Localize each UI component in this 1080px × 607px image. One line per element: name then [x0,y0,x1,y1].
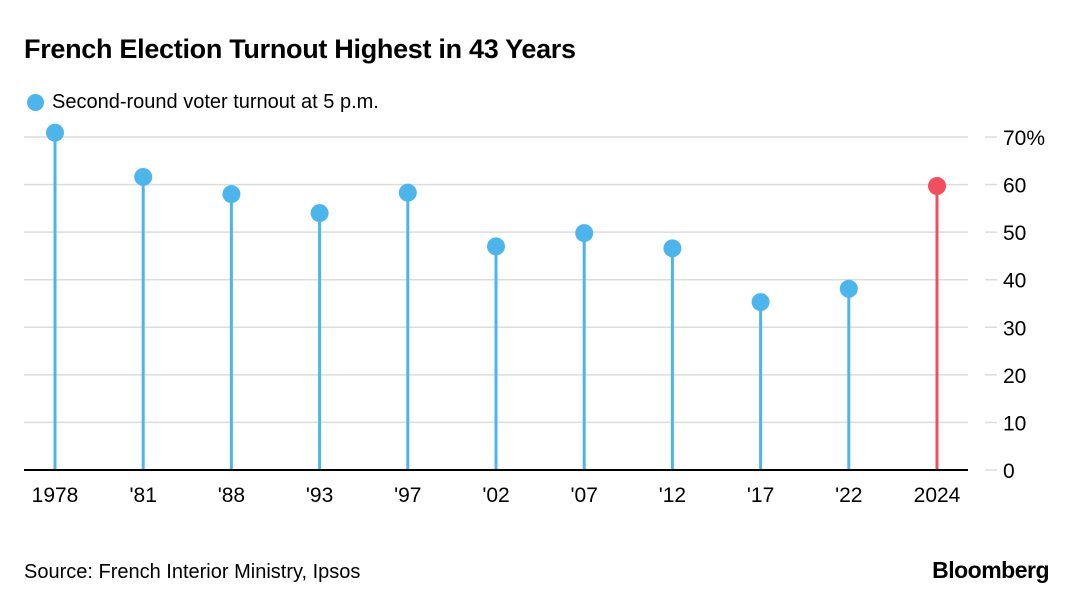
x-tick-label: '02 [482,484,509,507]
brand-logo: Bloomberg [932,557,1049,583]
x-tick-label: '12 [659,484,686,507]
data-point [928,176,946,195]
y-tick-label: 60 [1003,175,1026,198]
data-point [398,183,417,202]
y-axis-ticks: 0 10 20 30 40 50 60 70% [985,127,1045,483]
x-tick-label: '22 [835,484,862,507]
y-tick-label: 70% [1003,127,1045,150]
data-point [46,123,64,142]
data-point [222,185,241,204]
x-tick-label: '88 [218,484,245,507]
data-point [487,237,505,256]
data-point [310,204,329,223]
x-tick-label: '93 [306,484,333,507]
y-tick-label: 50 [1003,222,1026,245]
legend-label: Second-round voter turnout at 5 p.m. [52,90,379,113]
y-tick-label: 30 [1003,317,1026,340]
x-tick-label: 1978 [32,484,79,507]
data-point [839,279,858,298]
data-point [663,239,682,258]
x-tick-label: '07 [571,484,598,507]
data-point [751,293,770,312]
y-tick-label: 10 [1003,412,1026,435]
x-tick-label: '17 [747,484,774,507]
stems [53,132,939,470]
source-note: Source: French Interior Ministry, Ipsos [24,561,361,583]
legend: Second-round voter turnout at 5 p.m. [27,89,379,115]
x-tick-label: '97 [394,484,421,507]
points [46,123,946,312]
x-tick-label: 2024 [914,484,961,507]
y-tick-label: 40 [1003,270,1026,293]
y-tick-label: 0 [1003,460,1015,483]
data-point [575,224,594,243]
legend-swatch [27,93,44,111]
y-tick-label: 20 [1003,365,1026,388]
chart-title: French Election Turnout Highest in 43 Ye… [24,34,576,64]
x-axis-ticks: 1978 '81 '88 '93 '97 '02 '07 '12 '17 '22 2024 [32,484,961,507]
data-point [134,167,153,186]
x-tick-label: '81 [130,484,157,507]
